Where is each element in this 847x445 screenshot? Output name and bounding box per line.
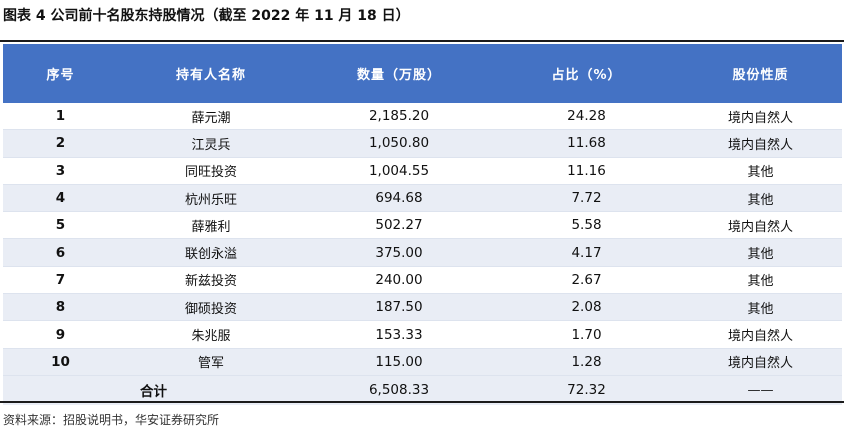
cell-qty: 2,185.20 xyxy=(368,108,430,125)
total-row: 合计 6,508.33 72.32 —— xyxy=(3,375,842,405)
cell-no: 7 xyxy=(55,271,66,288)
cell-name: 御硕投资 xyxy=(184,301,237,317)
cell-qty: 502.27 xyxy=(375,217,423,234)
cell-pct: 2.67 xyxy=(571,271,602,288)
table-row: 2 江灵兵 1,050.80 11.68 境内自然人 xyxy=(3,130,842,158)
cell-type: 其他 xyxy=(747,247,774,263)
table-row: 10 管军 115.00 1.28 境内自然人 xyxy=(3,348,842,376)
col-header-qty: 数量（万股） xyxy=(356,68,441,83)
cell-name: 新兹投资 xyxy=(184,274,237,290)
cell-name: 管军 xyxy=(197,356,224,372)
table-row: 1 薛元潮 2,185.20 24.28 境内自然人 xyxy=(3,103,842,131)
cell-qty: 375.00 xyxy=(375,244,423,261)
cell-no: 5 xyxy=(55,217,66,234)
cell-pct: 7.72 xyxy=(571,190,602,207)
cell-no: 10 xyxy=(51,353,70,370)
cell-no: 4 xyxy=(55,190,66,207)
col-header-type: 股份性质 xyxy=(732,68,789,83)
table-row: 8 御硕投资 187.50 2.08 其他 xyxy=(3,294,842,322)
cell-qty: 153.33 xyxy=(375,326,423,343)
cell-type: 其他 xyxy=(747,301,774,317)
table-row: 7 新兹投资 240.00 2.67 其他 xyxy=(3,267,842,295)
cell-type: 境内自然人 xyxy=(727,219,793,235)
table-header: 序号 持有人名称 数量（万股） 占比（%） 股份性质 xyxy=(3,44,842,103)
cell-type: 境内自然人 xyxy=(727,137,793,153)
total-type: —— xyxy=(747,382,774,398)
col-header-pct: 占比（%） xyxy=(551,68,622,83)
cell-name: 朱兆服 xyxy=(191,329,231,345)
cell-name: 江灵兵 xyxy=(191,137,231,153)
cell-no: 3 xyxy=(55,162,66,179)
table-row: 3 同旺投资 1,004.55 11.16 其他 xyxy=(3,158,842,185)
cell-qty: 240.00 xyxy=(375,271,423,288)
figure-title: 图表 4 公司前十名股东持股情况（截至 2022 年 11 月 18 日） xyxy=(3,8,410,24)
cell-type: 境内自然人 xyxy=(727,110,793,126)
shareholder-table: 序号 持有人名称 数量（万股） 占比（%） 股份性质 1 薛元潮 2,185.2… xyxy=(3,44,842,405)
title-divider xyxy=(0,40,844,42)
total-label: 合计 xyxy=(140,384,167,401)
cell-name: 薛雅利 xyxy=(191,219,231,235)
source-note: 资料来源：招股说明书，华安证券研究所 xyxy=(3,413,220,427)
cell-name: 同旺投资 xyxy=(184,165,237,181)
cell-name: 薛元潮 xyxy=(191,110,231,126)
cell-type: 其他 xyxy=(747,192,774,208)
cell-pct: 4.17 xyxy=(571,244,602,261)
table-row: 9 朱兆服 153.33 1.70 境内自然人 xyxy=(3,321,842,349)
cell-qty: 1,050.80 xyxy=(368,135,430,152)
cell-pct: 11.16 xyxy=(567,162,606,179)
cell-pct: 1.28 xyxy=(571,353,602,370)
table-row: 4 杭州乐旺 694.68 7.72 其他 xyxy=(3,184,842,213)
cell-type: 境内自然人 xyxy=(727,329,793,345)
cell-no: 6 xyxy=(55,244,66,261)
cell-type: 其他 xyxy=(747,274,774,290)
cell-pct: 11.68 xyxy=(567,135,606,152)
cell-no: 2 xyxy=(55,135,66,152)
table-row: 5 薛雅利 502.27 5.58 境内自然人 xyxy=(3,212,842,240)
cell-qty: 1,004.55 xyxy=(368,162,430,179)
cell-type: 其他 xyxy=(747,165,774,181)
cell-name: 联创永溢 xyxy=(184,247,237,263)
total-pct: 72.32 xyxy=(567,382,606,399)
cell-no: 8 xyxy=(55,299,66,316)
cell-qty: 115.00 xyxy=(375,353,423,370)
cell-name: 杭州乐旺 xyxy=(184,192,237,208)
col-header-no: 序号 xyxy=(46,68,75,83)
cell-qty: 187.50 xyxy=(375,299,423,316)
cell-pct: 5.58 xyxy=(571,217,602,234)
cell-type: 境内自然人 xyxy=(727,356,793,372)
cell-no: 9 xyxy=(55,326,66,343)
table-row: 6 联创永溢 375.00 4.17 其他 xyxy=(3,239,842,267)
cell-pct: 1.70 xyxy=(571,326,602,343)
table-bottom-rule xyxy=(0,401,844,403)
cell-pct: 24.28 xyxy=(567,108,606,125)
cell-qty: 694.68 xyxy=(375,190,423,207)
col-header-name: 持有人名称 xyxy=(175,68,246,83)
total-qty: 6,508.33 xyxy=(368,382,430,399)
cell-no: 1 xyxy=(55,108,66,125)
cell-pct: 2.08 xyxy=(571,299,602,316)
